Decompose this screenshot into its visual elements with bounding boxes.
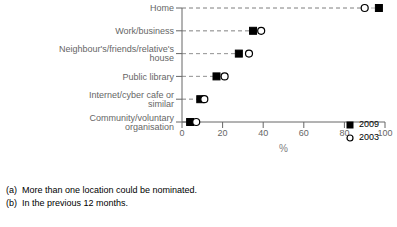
svg-text:Home: Home <box>150 3 174 13</box>
svg-text:Work/business: Work/business <box>115 26 174 36</box>
svg-text:60: 60 <box>299 128 309 138</box>
svg-text:80: 80 <box>339 128 349 138</box>
svg-text:Community/voluntaryorganisatio: Community/voluntaryorganisation <box>89 113 174 132</box>
svg-text:Public library: Public library <box>122 72 174 82</box>
html-text:2003: 2003 <box>359 132 379 142</box>
html-text:(b) In the previous 12 months.: (b) In the previous 12 months. <box>6 198 129 208</box>
svg-text:100: 100 <box>377 128 389 138</box>
html-text:(a) More than one location cou: (a) More than one location could be nomi… <box>6 185 198 195</box>
svg-text:Neighbour's/friends/relative's: Neighbour's/friends/relative'shouse <box>59 44 174 63</box>
html-text:2009: 2009 <box>359 119 379 129</box>
svg-text:%: % <box>279 143 288 154</box>
svg-text:Internet/cyber cafe orsimilar: Internet/cyber cafe orsimilar <box>89 90 174 109</box>
svg-text:0: 0 <box>179 128 184 138</box>
svg-text:20: 20 <box>218 128 228 138</box>
svg-text:40: 40 <box>258 128 268 138</box>
